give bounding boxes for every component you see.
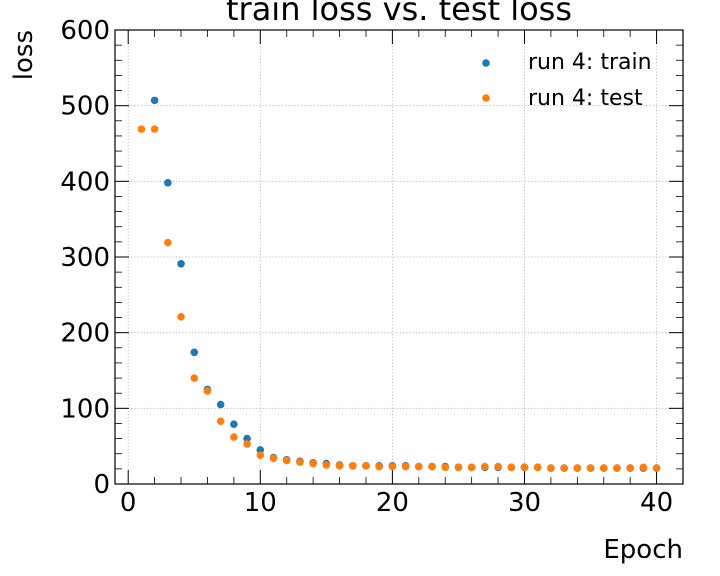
data-point (164, 179, 172, 187)
data-point (322, 461, 331, 469)
data-point (282, 456, 291, 465)
x-tick-label: 40 (640, 488, 673, 518)
y-tick-label: 500 (60, 92, 110, 122)
data-point (296, 458, 304, 466)
legend-label-train: run 4: train (528, 50, 652, 75)
series-train (150, 96, 661, 472)
data-point (243, 434, 251, 443)
data-point (230, 433, 238, 441)
y-tick-label: 200 (60, 319, 110, 349)
legend-label-test: run 4: test (528, 86, 643, 111)
data-point (639, 463, 648, 472)
series-test (137, 125, 661, 472)
data-point (256, 451, 265, 460)
data-point (533, 463, 542, 472)
data-point (177, 260, 185, 268)
data-point (256, 446, 265, 454)
x-tick-label: 10 (244, 488, 277, 518)
data-point (190, 374, 199, 382)
plot-frame (114, 29, 684, 485)
data-point (243, 440, 251, 448)
data-point (348, 462, 357, 470)
y-tick-labels: 0 100 200 300 400 500 600 (60, 16, 110, 500)
x-tick-label: 30 (508, 488, 541, 518)
data-point (652, 464, 661, 472)
data-point (230, 420, 238, 429)
data-point (599, 464, 608, 472)
data-point (335, 462, 344, 470)
data-point (613, 464, 621, 472)
legend-marker-test (482, 94, 490, 102)
data-point (520, 463, 529, 472)
data-point (269, 454, 278, 463)
y-tick-label: 600 (60, 16, 110, 46)
data-point (309, 459, 317, 468)
x-axis-label: Epoch (603, 535, 683, 565)
data-point (190, 348, 199, 357)
y-tick-label: 400 (60, 167, 110, 197)
data-point (150, 96, 159, 105)
y-tick-label: 300 (60, 243, 110, 273)
data-point (203, 387, 212, 395)
data-point (375, 462, 383, 471)
chart-legend: run 4: train run 4: test (482, 50, 652, 111)
data-point (560, 464, 568, 472)
data-point (428, 462, 436, 471)
y-tick-label: 0 (93, 470, 110, 500)
data-point (362, 462, 370, 470)
data-point (150, 125, 159, 133)
x-tick-label: 20 (376, 488, 409, 518)
x-tick-labels: 0 10 20 30 40 (120, 488, 673, 518)
data-point (626, 464, 634, 472)
data-point (586, 464, 595, 472)
data-point (481, 462, 489, 471)
y-tick-label: 100 (60, 394, 110, 424)
data-point (177, 312, 185, 321)
legend-marker-train (482, 59, 490, 67)
data-point (164, 238, 172, 247)
data-point (467, 463, 476, 472)
data-point (573, 464, 582, 472)
y-axis-label: loss (9, 30, 39, 80)
data-point (441, 463, 450, 472)
chart-title: train loss vs. test loss (226, 0, 572, 28)
data-point (507, 463, 516, 472)
data-point (388, 462, 397, 471)
data-point (415, 462, 423, 471)
data-point (401, 462, 410, 471)
data-point (547, 464, 555, 472)
x-tick-label: 0 (120, 488, 137, 518)
data-point (454, 463, 463, 472)
data-point (216, 417, 225, 425)
data-points (137, 96, 661, 472)
data-point (137, 125, 146, 133)
data-point (216, 400, 225, 409)
data-point (494, 462, 502, 471)
